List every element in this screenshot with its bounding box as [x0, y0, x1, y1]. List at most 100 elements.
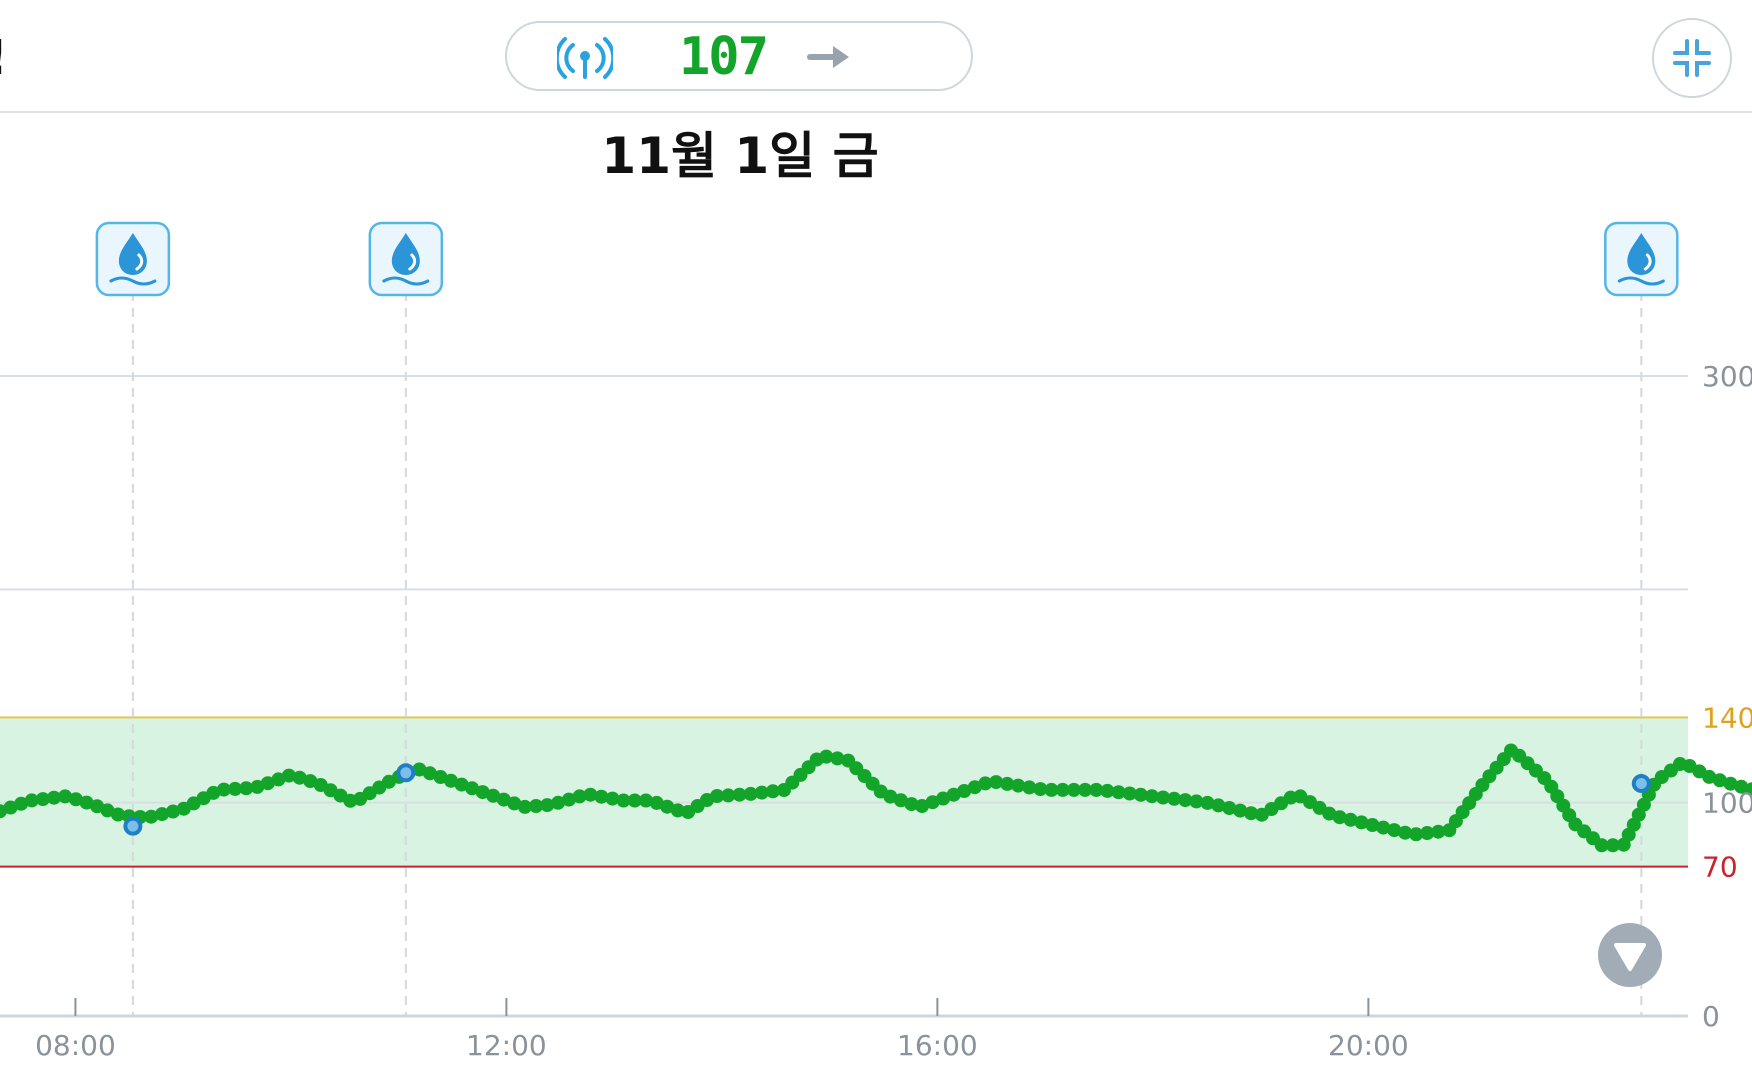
glucose-point: [1066, 782, 1081, 797]
glucose-point: [819, 749, 834, 764]
collapse-icon: [1673, 39, 1711, 77]
glucose-point: [228, 781, 243, 796]
x-tick-label: 16:00: [897, 1029, 978, 1062]
collapse-button[interactable]: [1652, 18, 1732, 98]
glucose-point: [206, 785, 221, 800]
y-tick-label: 140: [1702, 701, 1752, 734]
water-drop-icon: [1604, 221, 1679, 297]
glucose-point: [594, 789, 609, 804]
water-drop-icon: [95, 221, 171, 297]
glucose-point: [100, 803, 115, 818]
arrow-right-icon: [807, 46, 849, 68]
glucose-point: [1055, 782, 1070, 797]
chevron-down-icon: [1614, 943, 1646, 971]
glucose-point: [1354, 815, 1369, 830]
glucose-point: [572, 789, 587, 804]
glucose-point: [1343, 812, 1358, 827]
glucose-point: [1387, 823, 1402, 838]
glucose-point: [1156, 790, 1171, 805]
glucose-point: [946, 787, 961, 802]
glucose-point: [989, 775, 1004, 790]
glucose-point: [957, 784, 972, 798]
glucose-point: [1178, 793, 1193, 808]
glucose-point: [144, 809, 159, 824]
y-tick-label: 70: [1702, 851, 1738, 884]
glucose-point: [1022, 780, 1037, 795]
glucose-point: [616, 793, 631, 808]
glucose-point: [1122, 786, 1137, 801]
glucose-point: [670, 803, 685, 818]
glucose-point: [271, 772, 286, 787]
date-title: 11월 1일 금: [601, 127, 879, 185]
glucose-point: [936, 791, 951, 806]
glucose-point: [14, 796, 29, 811]
glucose-point: [1033, 782, 1048, 797]
glucose-point: [551, 795, 566, 810]
glucose-point: [1376, 820, 1391, 835]
glucose-point: [496, 792, 511, 807]
glucose-point: [1044, 782, 1059, 797]
glucose-point: [1420, 826, 1435, 840]
glucose-point: [1702, 769, 1717, 784]
glucose-point: [1144, 789, 1159, 804]
glucose-point: [1244, 806, 1259, 821]
glucose-point: [47, 790, 61, 805]
glucose-point: [1332, 810, 1347, 825]
glucose-point: [732, 787, 747, 802]
glucose-point: [1431, 824, 1446, 839]
glucose-point: [250, 779, 265, 794]
glucose-point: [68, 792, 83, 807]
glucose-point: [444, 773, 458, 788]
glucose-point: [1078, 782, 1093, 797]
glucose-point: [904, 797, 919, 812]
glucose-point: [1167, 791, 1182, 806]
header-divider: [0, 111, 1752, 113]
glucose-point: [1594, 838, 1609, 853]
glucose-point: [710, 789, 725, 803]
glucose-point: [765, 784, 780, 799]
glucose-point: [486, 788, 501, 803]
glucose-point: [412, 762, 427, 777]
water-drop-icon: [368, 221, 444, 297]
glucose-point: [111, 807, 125, 822]
glucose-point: [239, 781, 254, 796]
glucose-point: [1398, 825, 1413, 840]
glucose-point: [1745, 782, 1752, 797]
glucose-point: [24, 793, 39, 808]
glucose-point: [1011, 778, 1026, 793]
x-tick-label: 12:00: [466, 1029, 547, 1062]
glucose-point: [721, 788, 736, 803]
glucose-point: [561, 792, 576, 807]
glucose-point: [1000, 776, 1015, 791]
glucose-point: [517, 799, 532, 814]
scroll-down-button[interactable]: [1598, 923, 1662, 987]
glucose-point: [627, 793, 642, 808]
glucose-point: [422, 766, 437, 781]
glucose-point: [454, 777, 469, 792]
glucose-point: [1723, 776, 1738, 791]
glucose-point: [79, 795, 94, 810]
glucose-point: [58, 789, 73, 804]
glucose-point: [1605, 838, 1620, 853]
current-glucose-pill[interactable]: 107: [505, 21, 973, 91]
y-tick-label: 0: [1702, 1000, 1720, 1033]
glucose-point: [1133, 787, 1148, 802]
glucose-point: [915, 799, 929, 813]
glucose-point: [883, 789, 898, 804]
glucose-point: [1409, 827, 1424, 842]
glucose-point: [292, 770, 307, 785]
glucose-point: [540, 798, 555, 813]
glucose-point: [529, 799, 544, 813]
header-edge-text: !: [0, 30, 8, 86]
target-range-band: [0, 717, 1688, 867]
glucose-point: [1365, 818, 1380, 832]
x-tick-label: 20:00: [1328, 1029, 1409, 1062]
glucose-point: [830, 751, 845, 766]
glucose-point: [166, 804, 180, 819]
glucose-point: [507, 796, 522, 811]
y-tick-label: 300: [1702, 360, 1752, 393]
glucose-point: [155, 807, 170, 822]
glucose-point: [754, 785, 769, 800]
event-reading-point: [396, 763, 416, 783]
